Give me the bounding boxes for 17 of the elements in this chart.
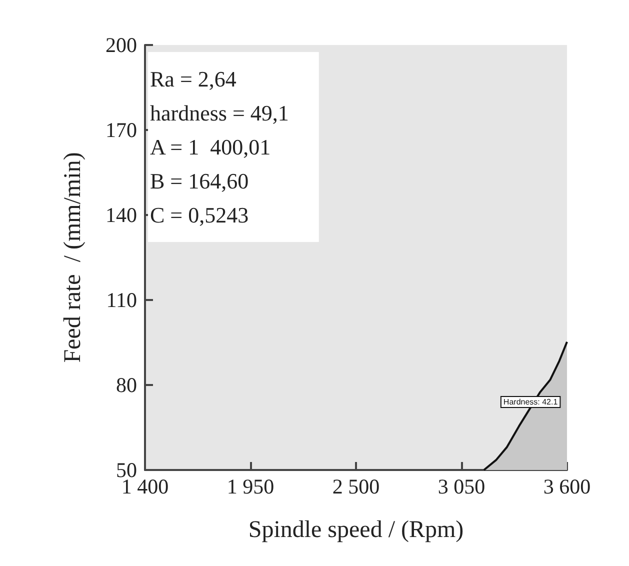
x-tick-label: 3 050: [438, 474, 486, 498]
x-tick-label: 1 950: [226, 474, 274, 498]
annotation: C = 0,5243: [150, 202, 249, 228]
annotation: Hardness: 42.1: [503, 398, 558, 406]
annotation: hardness = 49,1: [150, 100, 289, 126]
y-tick-label: 200: [106, 33, 137, 57]
annotation: A = 1 400,01: [150, 134, 271, 160]
x-axis-title: Spindle speed / (Rpm): [248, 517, 464, 543]
y-tick-label: 110: [106, 288, 137, 312]
y-tick-label: 170: [106, 118, 137, 142]
y-tick-label: 80: [116, 373, 137, 397]
x-tick-label: 3 600: [543, 474, 591, 498]
annotation: Ra = 2,64: [150, 66, 236, 92]
annotation: B = 164,60: [150, 168, 249, 194]
y-tick-label: 140: [106, 203, 137, 227]
x-tick-label: 2 500: [332, 474, 380, 498]
y-axis-title: Feed rate / (mm/min): [60, 152, 86, 363]
